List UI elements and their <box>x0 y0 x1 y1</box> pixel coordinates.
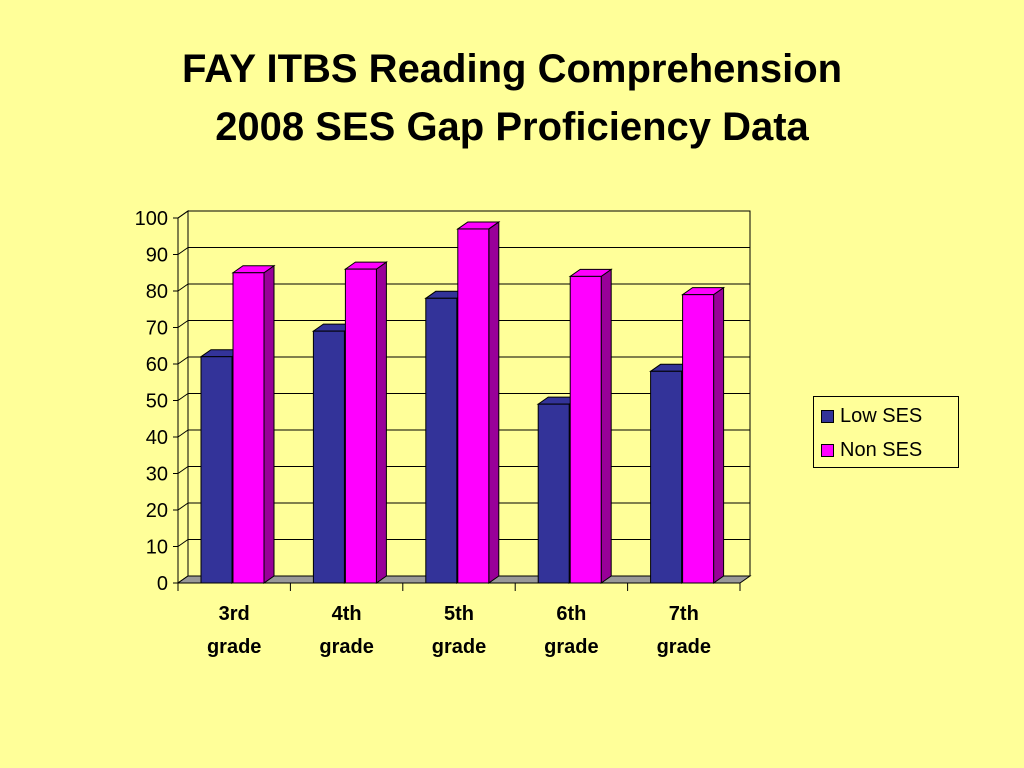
y-tick-label: 50 <box>146 391 168 413</box>
legend-item-low-ses: Low SES <box>821 405 922 428</box>
x-tick-label: 3rd <box>219 603 250 625</box>
gridline-side <box>177 539 189 547</box>
gridline-side <box>177 466 189 474</box>
bar-non-ses <box>682 294 715 584</box>
bar-low-ses <box>650 370 683 584</box>
legend-swatch-low-ses <box>821 410 834 423</box>
bar-non-ses <box>569 275 602 584</box>
gridline-side <box>177 320 189 328</box>
x-tick-label: grade <box>319 636 373 658</box>
title-line-1: FAY ITBS Reading Comprehension <box>181 47 843 91</box>
bar-low-ses <box>312 330 345 584</box>
x-tick-label: 7th <box>669 603 699 625</box>
y-tick-label: 30 <box>146 464 168 486</box>
legend-label-low-ses: Low SES <box>840 405 923 427</box>
bar-low-ses <box>425 297 458 584</box>
x-tick-label: 5th <box>444 603 474 625</box>
title-line-2: 2008 SES Gap Proficiency Data <box>215 105 809 149</box>
x-tick-label: grade <box>432 636 486 658</box>
legend-swatch-non-ses <box>821 444 834 457</box>
x-tick-label: grade <box>207 636 261 658</box>
bar-non-ses <box>457 228 490 584</box>
bar-side-non-ses <box>713 286 725 584</box>
y-tick-label: 40 <box>146 427 168 449</box>
gridline-side <box>177 356 189 365</box>
bar-side-non-ses <box>263 264 275 584</box>
y-tick-label: 70 <box>146 318 168 340</box>
gridline-side <box>177 210 189 219</box>
x-tick-label: 4th <box>332 603 362 625</box>
slide-title: FAY ITBS Reading Comprehension 2008 SES … <box>0 40 1024 156</box>
bar-low-ses <box>200 356 233 584</box>
bar-non-ses <box>344 268 377 584</box>
gridline-side <box>177 283 189 292</box>
y-tick-label: 90 <box>146 245 168 267</box>
x-tick-label: grade <box>544 636 598 658</box>
y-tick-label: 0 <box>157 573 168 595</box>
bar-side-non-ses <box>600 268 612 584</box>
x-tick-label: grade <box>657 636 711 658</box>
y-tick-label: 10 <box>146 537 168 559</box>
y-tick-label: 20 <box>146 500 168 522</box>
legend-item-non-ses: Non SES <box>821 439 922 462</box>
y-tick-label: 80 <box>146 281 168 303</box>
gridline-side <box>177 502 189 511</box>
chart-legend: Low SES Non SES <box>813 396 959 468</box>
bar-side-non-ses <box>375 261 387 584</box>
gridline-side <box>177 247 189 255</box>
x-tick-label: 6th <box>556 603 586 625</box>
y-tick-label: 100 <box>135 208 168 230</box>
bar-low-ses <box>537 403 570 584</box>
bar-non-ses <box>232 272 265 584</box>
y-tick-label: 60 <box>146 354 168 376</box>
gridline-side <box>177 429 189 438</box>
legend-label-non-ses: Non SES <box>840 439 923 461</box>
gridline-side <box>177 393 189 401</box>
bar-side-non-ses <box>488 220 500 584</box>
